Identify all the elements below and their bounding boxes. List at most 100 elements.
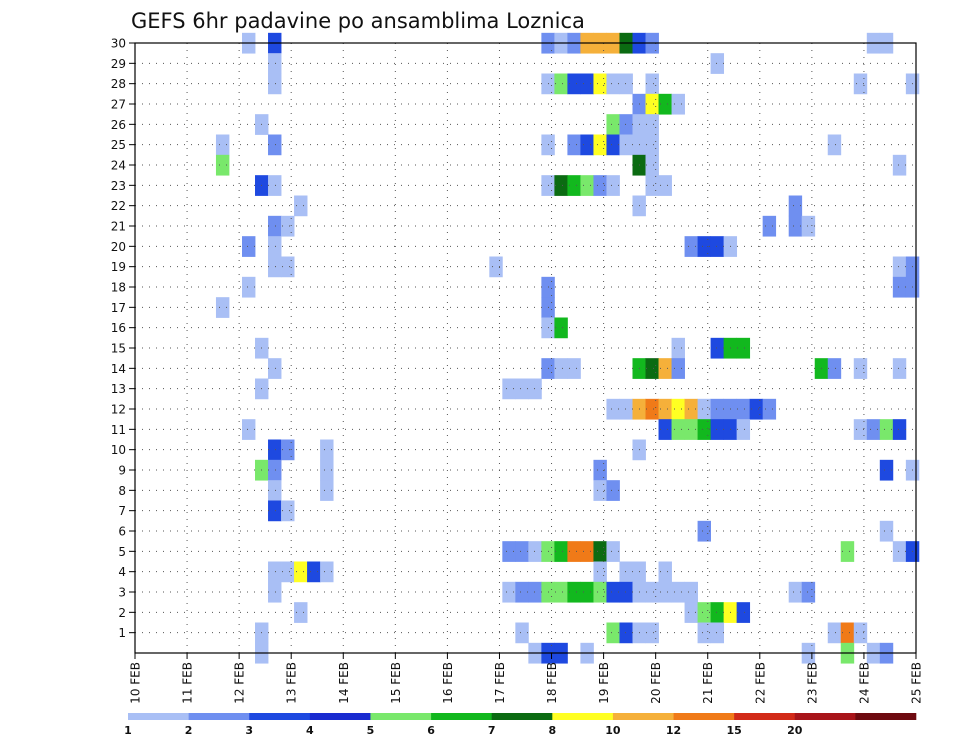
heatmap-cell	[215, 297, 230, 318]
colorbar-label: 12	[666, 724, 681, 737]
heatmap-cell	[892, 154, 907, 176]
heatmap-cell	[697, 602, 711, 623]
x-tick-label: 11 FEB	[181, 662, 195, 704]
heatmap-cell	[268, 236, 282, 257]
x-tick-label: 20 FEB	[649, 662, 663, 704]
heatmap-cell	[710, 602, 725, 623]
heatmap-cell	[697, 236, 711, 257]
heatmap-cell	[671, 337, 685, 359]
heatmap-cell	[658, 398, 672, 420]
heatmap-cell	[320, 439, 334, 461]
heatmap-cell	[671, 419, 685, 440]
colorbar-segment	[431, 713, 492, 720]
heatmap-cell	[268, 53, 282, 74]
heatmap-cell	[320, 561, 334, 583]
heatmap-cell	[215, 134, 230, 156]
heatmap-cell	[892, 256, 907, 278]
y-tick-label: 24	[111, 159, 126, 173]
heatmap-cell	[645, 154, 659, 176]
colorbar-label: 20	[787, 724, 803, 737]
heatmap-cell	[827, 134, 842, 156]
heatmap-cell	[658, 358, 672, 379]
heatmap-cell	[645, 581, 659, 603]
y-tick-label: 1	[118, 626, 126, 640]
colorbar-segment	[794, 713, 856, 720]
heatmap-cell	[645, 134, 659, 156]
colorbar-label: 8	[548, 724, 556, 737]
heatmap-cell	[853, 622, 868, 644]
y-tick-label: 19	[111, 260, 126, 274]
heatmap-cell	[866, 419, 881, 440]
heatmap-cell	[554, 317, 568, 339]
heatmap-cell	[593, 480, 607, 501]
heatmap-cell	[268, 175, 282, 196]
heatmap-cell	[879, 459, 894, 481]
heatmap-cell	[294, 195, 308, 217]
x-tick-label: 17 FEB	[493, 662, 507, 704]
heatmap-cell	[567, 134, 581, 156]
heatmap-cell	[736, 398, 751, 420]
heatmap-cell	[619, 134, 633, 156]
colorbar-label: 4	[306, 724, 314, 737]
heatmap-cell	[788, 195, 803, 217]
heatmap-cell	[294, 561, 308, 583]
heatmap-cell	[658, 581, 672, 603]
colorbar-segment	[309, 713, 371, 720]
heatmap-cell	[788, 215, 803, 237]
heatmap-cell	[242, 419, 256, 440]
heatmap-cell	[502, 378, 516, 400]
heatmap-cell	[281, 500, 295, 522]
heatmap-cell	[684, 419, 698, 440]
y-tick-label: 28	[111, 77, 126, 91]
heatmap-cell	[268, 459, 282, 481]
colorbar-label: 7	[488, 724, 496, 737]
heatmap-cell	[294, 602, 308, 623]
x-tick-label: 15 FEB	[389, 662, 403, 704]
colorbar-segment	[188, 713, 250, 720]
heatmap-cell	[268, 439, 282, 461]
colorbar-segment	[128, 713, 189, 720]
heatmap-cell	[567, 73, 581, 95]
heatmap-cell	[840, 622, 855, 644]
heatmap-cell	[684, 236, 698, 257]
heatmap-cell	[281, 215, 295, 237]
heatmap-cell	[827, 358, 842, 379]
heatmap-cell	[801, 215, 816, 237]
y-tick-label: 17	[111, 301, 126, 315]
heatmap-cell	[658, 93, 672, 115]
heatmap-cell	[710, 337, 725, 359]
heatmap-cell	[593, 134, 607, 156]
heatmap-cell	[580, 541, 594, 562]
heatmap-cell	[892, 541, 907, 562]
heatmap-cell	[528, 378, 542, 400]
heatmap-cell	[606, 581, 620, 603]
colorbar-label: 15	[726, 724, 741, 737]
heatmap-cell	[502, 581, 516, 603]
y-tick-label: 25	[111, 138, 126, 152]
heatmap-cell	[879, 520, 894, 542]
heatmap-cell	[671, 398, 685, 420]
x-tick-label: 12 FEB	[233, 662, 247, 704]
y-tick-label: 20	[111, 240, 126, 254]
colorbar-label: 1	[124, 724, 132, 737]
heatmap-cell	[645, 93, 659, 115]
x-tick-label: 24 FEB	[857, 662, 871, 704]
heatmap-cell	[554, 541, 568, 562]
heatmap-cell	[281, 561, 295, 583]
heatmap-cell	[567, 541, 581, 562]
y-tick-label: 16	[111, 321, 126, 335]
heatmap-cell	[619, 622, 633, 644]
heatmap-cell	[281, 256, 295, 278]
y-tick-label: 6	[118, 525, 126, 539]
heatmap-cell	[268, 134, 282, 156]
heatmap-cell	[593, 561, 607, 583]
heatmap-cell	[710, 53, 725, 74]
heatmap-cell	[268, 480, 282, 501]
heatmap-cell	[619, 114, 633, 135]
heatmap-cell	[658, 175, 672, 196]
heatmap-cell	[697, 622, 711, 644]
heatmap-cell	[710, 398, 725, 420]
heatmap-cell	[515, 541, 529, 562]
heatmap-cell	[268, 358, 282, 379]
